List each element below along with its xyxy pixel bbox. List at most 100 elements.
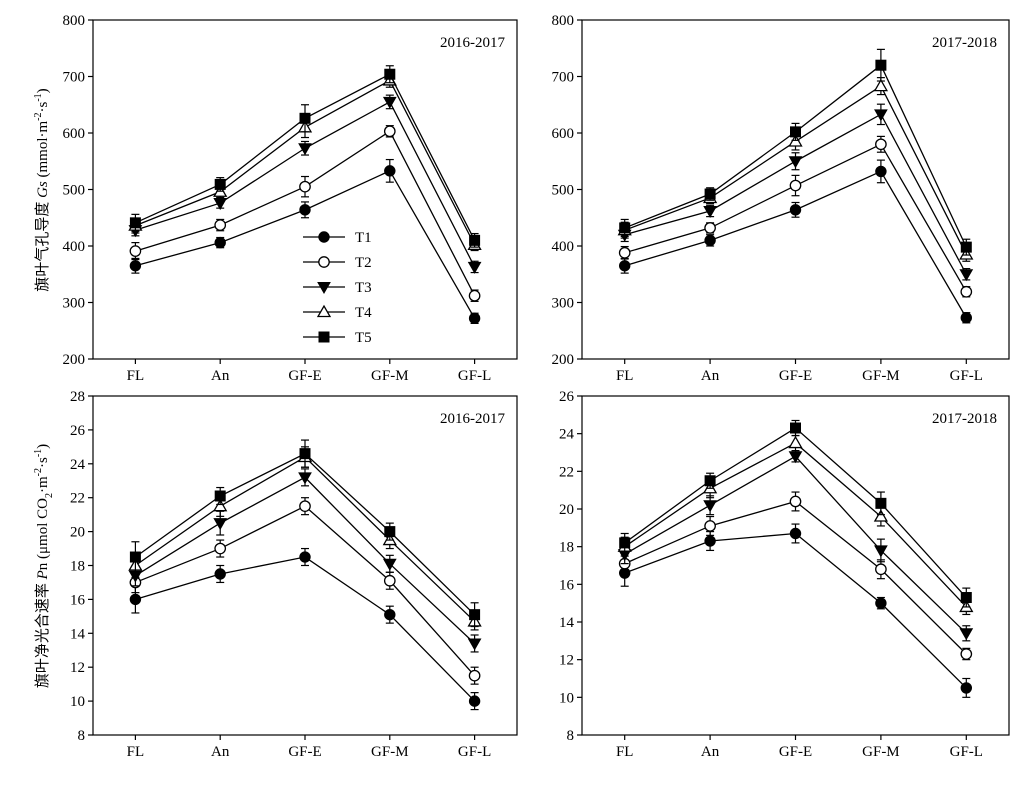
data-point xyxy=(618,246,631,259)
data-point xyxy=(788,451,803,464)
legend-marker xyxy=(318,231,330,243)
series-T2 xyxy=(129,497,481,685)
data-point xyxy=(383,125,396,138)
data-point xyxy=(875,497,887,509)
data-point xyxy=(129,245,142,257)
data-point xyxy=(468,669,481,682)
y-tick-label: 22 xyxy=(70,491,85,507)
data-point xyxy=(214,219,227,231)
data-point xyxy=(299,180,311,193)
series-line xyxy=(624,455,967,634)
series-T5 xyxy=(129,439,481,628)
data-point xyxy=(298,143,312,156)
data-point xyxy=(383,574,396,587)
legend-label: T4 xyxy=(355,305,372,321)
x-tick-label: GF-L xyxy=(458,744,491,760)
y-tick-label: 14 xyxy=(559,615,575,631)
data-point xyxy=(789,495,802,508)
data-point xyxy=(874,109,888,122)
data-point xyxy=(213,498,228,512)
data-point xyxy=(382,96,397,109)
data-point xyxy=(789,179,802,192)
data-point xyxy=(959,628,974,641)
x-tick-label: GF-E xyxy=(288,744,321,760)
data-point xyxy=(959,269,974,282)
series-line xyxy=(135,505,476,677)
data-point xyxy=(789,204,802,216)
data-point xyxy=(703,500,717,513)
x-tick-label: GF-M xyxy=(862,744,900,760)
data-point xyxy=(467,261,482,274)
y-tick-label: 400 xyxy=(63,239,86,255)
legend-marker xyxy=(318,331,330,343)
y-tick-label: 18 xyxy=(559,540,574,556)
y-tick-label: 500 xyxy=(63,183,86,199)
data-point xyxy=(789,527,802,540)
data-point xyxy=(214,542,227,555)
series-T3 xyxy=(617,450,974,642)
data-point xyxy=(704,234,716,247)
data-point xyxy=(704,188,716,200)
data-point xyxy=(960,241,972,253)
data-point xyxy=(382,558,397,571)
data-point xyxy=(299,112,311,124)
series-T2 xyxy=(618,135,973,298)
y-tick-label: 26 xyxy=(70,423,86,439)
y-tick-label: 16 xyxy=(559,577,575,593)
data-point xyxy=(468,695,481,707)
series-T1 xyxy=(129,158,481,325)
legend-marker xyxy=(317,282,331,295)
y-tick-label: 10 xyxy=(70,694,85,710)
panel-gs-2017-2018: 200 300 400 500 600 700 800 FL An GF-E GF-M GF-L 201… xyxy=(552,13,1010,384)
panel-pn-2016-2017: 8 10 12 14 16 18 20 22 24 26 28 FL An GF-E GF-M GF-L 201… xyxy=(70,389,518,760)
panel-pn-2017-2018: 8 10 12 14 16 18 20 22 24 26 FL An GF-E GF-M GF-L 2017-… xyxy=(559,389,1010,760)
data-point xyxy=(704,475,716,487)
legend-label: T2 xyxy=(355,255,372,271)
legend-marker xyxy=(316,304,332,318)
y-tick-label: 400 xyxy=(552,239,575,255)
data-point xyxy=(875,59,887,71)
x-tick-label: GF-E xyxy=(779,368,812,384)
x-tick-label: GF-M xyxy=(862,368,900,384)
x-tick-label: GF-E xyxy=(288,368,321,384)
x-tick-label: FL xyxy=(616,368,634,384)
panel-year-label: 2016-2017 xyxy=(440,411,505,427)
legend-marker xyxy=(318,256,330,268)
y-tick-label: 22 xyxy=(559,464,574,480)
panel-year-label: 2016-2017 xyxy=(440,35,505,51)
data-point xyxy=(960,312,972,324)
legend-label: T3 xyxy=(355,280,372,296)
data-point xyxy=(468,312,481,325)
data-point xyxy=(619,260,631,272)
y-tick-label: 16 xyxy=(70,592,86,608)
series-T1 xyxy=(129,547,481,711)
data-point xyxy=(299,551,311,563)
y-tick-label: 500 xyxy=(552,183,575,199)
y-tick-label: 600 xyxy=(63,126,86,142)
data-point xyxy=(704,520,716,532)
x-tick-label: GF-E xyxy=(779,744,812,760)
y-tick-label: 24 xyxy=(70,457,86,473)
data-point xyxy=(213,198,228,211)
data-point xyxy=(384,526,396,538)
data-point xyxy=(875,165,887,178)
x-tick-label: FL xyxy=(127,368,145,384)
data-point xyxy=(214,490,226,502)
data-point xyxy=(129,217,141,229)
data-point xyxy=(960,592,972,604)
y-tick-label: 200 xyxy=(552,352,575,368)
y-tick-label: 12 xyxy=(70,660,85,676)
y-tick-label: 12 xyxy=(559,653,574,669)
x-tick-label: An xyxy=(701,368,720,384)
data-point xyxy=(788,156,803,169)
y-tick-label: 700 xyxy=(63,70,86,86)
data-point xyxy=(299,204,311,216)
data-point xyxy=(384,68,396,80)
x-tick-label: GF-L xyxy=(950,744,983,760)
data-point xyxy=(874,545,888,558)
data-point xyxy=(214,568,226,580)
y-tick-label: 700 xyxy=(552,70,575,86)
data-point xyxy=(704,222,716,234)
series-T3 xyxy=(617,103,974,282)
